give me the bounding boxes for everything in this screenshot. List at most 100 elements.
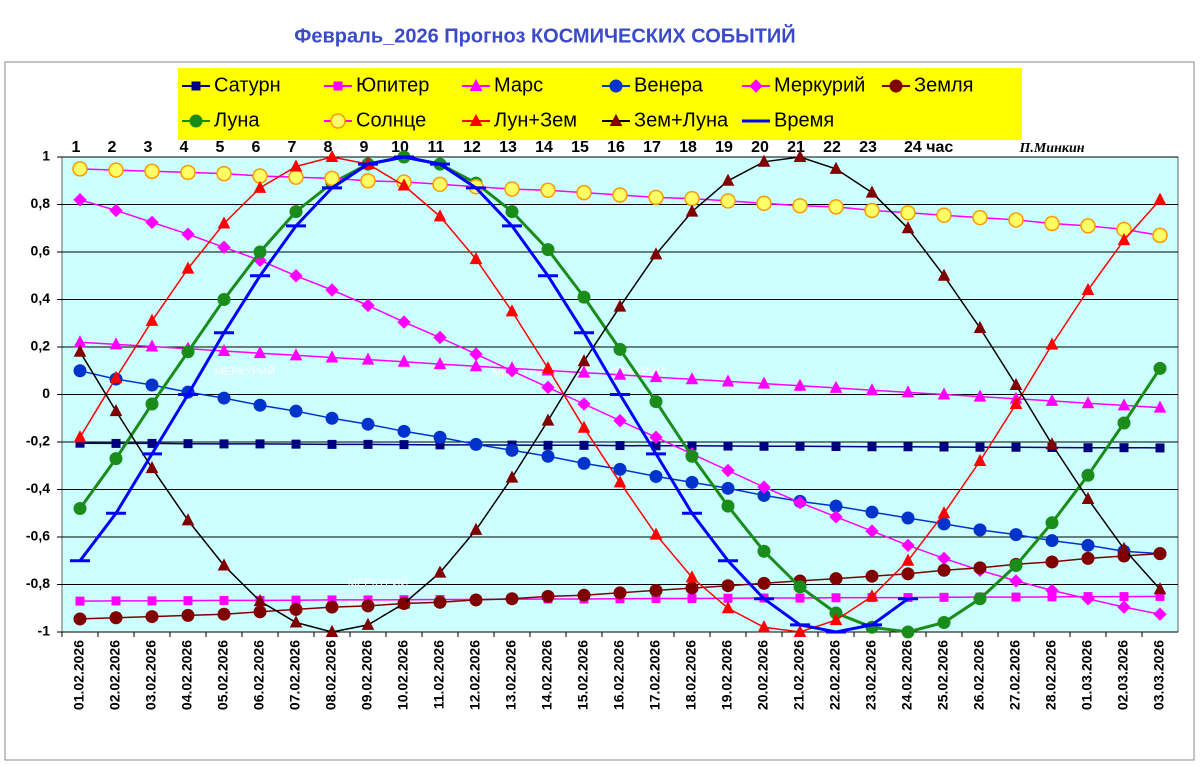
legend-label: Солнце bbox=[356, 109, 426, 131]
marker bbox=[325, 283, 339, 297]
marker bbox=[289, 159, 303, 172]
marker bbox=[829, 572, 843, 586]
marker bbox=[1152, 227, 1168, 244]
marker bbox=[181, 345, 195, 359]
marker bbox=[937, 387, 951, 400]
x-tick-label: 20.02.2026 bbox=[755, 640, 771, 710]
marker bbox=[685, 581, 699, 595]
marker bbox=[757, 576, 771, 590]
x-tick-label: 08.02.2026 bbox=[323, 640, 339, 710]
marker bbox=[937, 616, 951, 629]
hour-label: 16 bbox=[607, 139, 625, 156]
marker bbox=[1117, 600, 1131, 614]
marker bbox=[1009, 377, 1023, 390]
marker bbox=[361, 617, 375, 630]
hour-label: 18 bbox=[679, 139, 697, 156]
hour-label: 9 bbox=[360, 139, 369, 156]
marker bbox=[1119, 443, 1129, 453]
marker bbox=[1081, 396, 1095, 409]
marker bbox=[939, 592, 949, 602]
marker bbox=[73, 364, 87, 378]
marker bbox=[721, 481, 735, 495]
marker bbox=[609, 79, 623, 93]
marker bbox=[1153, 547, 1167, 561]
marker bbox=[330, 113, 346, 129]
marker bbox=[903, 442, 913, 452]
marker bbox=[433, 209, 447, 222]
legend-label: Зем+Луна bbox=[634, 109, 729, 131]
marker bbox=[1117, 398, 1131, 411]
marker bbox=[793, 624, 807, 637]
marker bbox=[723, 593, 733, 603]
marker bbox=[649, 527, 663, 540]
marker bbox=[831, 442, 841, 452]
x-tick-label: 01.02.2026 bbox=[71, 640, 87, 710]
marker bbox=[217, 293, 231, 306]
marker bbox=[864, 202, 880, 219]
marker bbox=[1153, 607, 1167, 621]
marker bbox=[73, 193, 87, 207]
marker bbox=[685, 475, 699, 489]
marker bbox=[289, 269, 303, 283]
marker bbox=[216, 165, 232, 182]
marker bbox=[505, 364, 519, 378]
marker bbox=[145, 378, 159, 392]
marker bbox=[901, 625, 915, 639]
marker bbox=[937, 563, 951, 577]
x-tick-label: 03.03.2026 bbox=[1151, 640, 1167, 710]
marker bbox=[363, 439, 373, 449]
marker bbox=[397, 596, 411, 609]
marker bbox=[613, 475, 627, 488]
marker bbox=[649, 469, 663, 483]
x-tick-label: 07.02.2026 bbox=[287, 640, 303, 710]
marker bbox=[289, 205, 303, 219]
marker bbox=[721, 374, 735, 387]
marker bbox=[145, 610, 159, 624]
marker bbox=[865, 505, 879, 519]
marker bbox=[865, 589, 879, 602]
hour-label: 13 bbox=[499, 139, 517, 156]
y-tick-label: -0,4 bbox=[26, 480, 50, 496]
marker bbox=[541, 413, 555, 426]
marker bbox=[901, 511, 915, 525]
hour-label: 15 bbox=[571, 139, 589, 156]
marker bbox=[793, 149, 807, 162]
x-tick-label: 12.02.2026 bbox=[467, 640, 483, 710]
marker bbox=[937, 268, 951, 281]
marker bbox=[1153, 361, 1167, 375]
marker bbox=[109, 404, 123, 417]
marker bbox=[109, 452, 123, 466]
marker bbox=[1117, 541, 1131, 554]
marker bbox=[609, 113, 623, 126]
marker bbox=[937, 506, 951, 519]
legend-label: Земля bbox=[914, 74, 973, 96]
marker bbox=[649, 247, 663, 260]
marker bbox=[1153, 400, 1167, 413]
marker bbox=[469, 359, 483, 372]
marker bbox=[973, 592, 987, 606]
x-tick-label: 26.02.2026 bbox=[971, 640, 987, 710]
marker bbox=[829, 380, 843, 393]
marker bbox=[936, 207, 952, 223]
hour-label: 1 bbox=[72, 139, 81, 156]
marker bbox=[325, 624, 339, 637]
marker bbox=[649, 370, 663, 383]
marker bbox=[469, 78, 483, 91]
marker bbox=[1044, 215, 1060, 232]
marker bbox=[469, 593, 483, 607]
series-line bbox=[78, 155, 909, 634]
marker bbox=[253, 594, 267, 607]
marker bbox=[973, 523, 987, 537]
hour-label: 22 bbox=[823, 139, 841, 156]
marker bbox=[291, 439, 301, 449]
marker bbox=[360, 173, 376, 189]
marker bbox=[217, 391, 231, 405]
marker bbox=[253, 605, 267, 619]
marker bbox=[795, 441, 805, 451]
marker bbox=[181, 513, 195, 526]
marker bbox=[793, 580, 807, 594]
marker bbox=[145, 215, 159, 230]
marker bbox=[469, 437, 483, 451]
marker bbox=[325, 149, 339, 162]
marker bbox=[793, 495, 807, 510]
